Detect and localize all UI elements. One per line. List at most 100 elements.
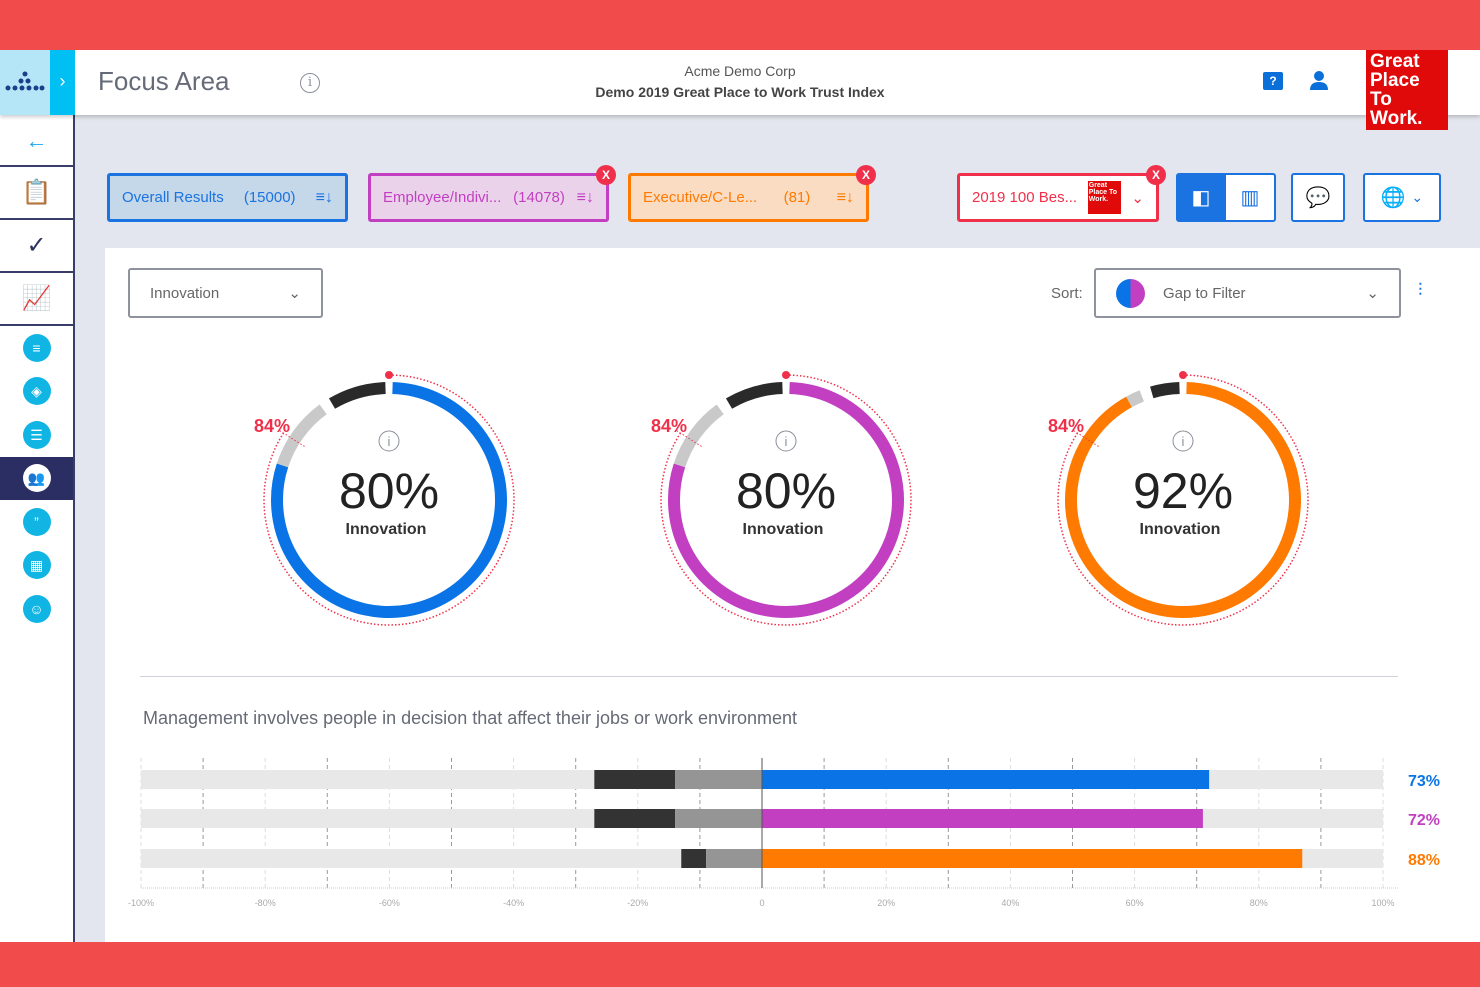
info-icon-glyph: i (785, 434, 788, 449)
sort-icon[interactable]: ≡↓ (315, 188, 333, 206)
sort-direction-icon[interactable]: ⫶ (1418, 280, 1423, 300)
quote-icon: ” (22, 507, 51, 536)
filter-chip-overall[interactable]: Overall Results (15000) ≡↓ (107, 173, 348, 222)
benchmark-select[interactable]: 2019 100 Bes... Great Place To Work. ⌄ X (957, 165, 1166, 222)
layout-grid-button[interactable]: ▥ (1224, 173, 1276, 222)
filter-label: Employee/Indivi... (383, 189, 502, 206)
split-layout-icon: ◧ (1191, 187, 1211, 209)
clipboard-icon: 📋 (21, 179, 52, 206)
sidebar-item-comments[interactable]: ” (0, 500, 73, 544)
remove-filter-button[interactable]: X (856, 165, 876, 185)
info-icon[interactable]: i (300, 73, 320, 93)
filter-chip-executive[interactable]: Executive/C-Le... (81) ≡↓ X (628, 165, 876, 222)
dimension-select[interactable]: Innovation ⌄ (128, 268, 323, 318)
neutral-arc (673, 404, 724, 468)
dimension-value: Innovation (150, 284, 220, 302)
sidebar-item-focus-area[interactable]: 👥 (0, 456, 73, 500)
tick-label: -80% (255, 898, 276, 908)
gptw-logo: Great Place To Work. (1366, 50, 1448, 130)
header: › Focus Area i Acme Demo Corp Demo 2019 … (0, 50, 1480, 115)
info-icon (775, 430, 797, 452)
grid-layout-icon: ▥ (1240, 187, 1260, 209)
filter-label: Overall Results (122, 189, 224, 206)
benchmark-arc (660, 374, 912, 626)
dots-logo-icon (5, 71, 45, 91)
sort-icon[interactable]: ≡↓ (836, 188, 854, 206)
chevron-down-icon: ⌄ (1411, 189, 1424, 205)
back-arrow-icon[interactable]: ← (0, 115, 73, 167)
document-icon: ≡ (22, 333, 51, 362)
score-value: 80% (339, 463, 439, 519)
sidebar-item-trends[interactable]: 📈 (0, 273, 73, 326)
language-button[interactable]: 🌐 ⌄ (1363, 173, 1441, 222)
favorable-bar (762, 849, 1303, 868)
comments-button[interactable]: 💬 (1291, 173, 1345, 222)
tick-label: 40% (1001, 898, 1019, 908)
app-window: › Focus Area i Acme Demo Corp Demo 2019 … (0, 50, 1480, 942)
donut-charts: 84% i 80% Innovation 84% i 80% Innovation 84% i 92… (254, 371, 1309, 626)
sidebar-item-action-planning[interactable]: ✓ (0, 220, 73, 273)
favorable-bar (762, 770, 1210, 789)
benchmark-label: 84% (1048, 416, 1084, 436)
benchmark-label: 2019 100 Bes... (972, 189, 1078, 206)
neutral-bar (706, 849, 762, 868)
tick-label: 80% (1250, 898, 1268, 908)
sidebar-item-summary[interactable]: ≡ (0, 326, 73, 370)
globe-icon: 🌐 (1380, 187, 1406, 209)
unfavorable-arc (1150, 382, 1180, 399)
remove-filter-button[interactable]: X (596, 165, 616, 185)
sort-select[interactable]: Gap to Filter ⌄ (1094, 268, 1401, 318)
person-key-icon: ☺ (22, 594, 51, 623)
user-icon[interactable] (1309, 70, 1329, 92)
score-value: 92% (1133, 463, 1233, 519)
trend-chart-icon: 📈 (21, 285, 52, 312)
info-icon (378, 430, 400, 452)
bar-value-label: 88% (1408, 852, 1440, 869)
sidebar-item-matrix[interactable]: ▦ (0, 544, 73, 588)
benchmark-arc (1057, 374, 1309, 626)
chevron-down-icon: ⌄ (1366, 285, 1379, 302)
benchmark-tick (675, 429, 702, 447)
sidebar-item-checklist[interactable]: ☰ (0, 413, 73, 457)
sort-label: Sort: (1051, 285, 1083, 302)
benchmark-label: 84% (254, 416, 290, 436)
benchmark-marker (782, 371, 790, 379)
remove-benchmark-button[interactable]: X (1146, 165, 1166, 185)
layers-icon: ◈ (22, 377, 51, 406)
chevron-down-icon: ⌄ (288, 285, 301, 302)
score-label: Innovation (1140, 521, 1221, 538)
expand-sidebar-button[interactable]: › (50, 50, 75, 115)
info-icon-glyph: i (1182, 434, 1185, 449)
tick-label: -40% (503, 898, 524, 908)
matrix-icon: ▦ (22, 551, 51, 580)
tick-label: 100% (1371, 898, 1394, 908)
divider (140, 676, 1398, 677)
app-logo[interactable] (0, 50, 50, 115)
people-icon: 👥 (22, 464, 51, 493)
tick-label: 60% (1126, 898, 1144, 908)
neutral-bar (675, 809, 762, 828)
layout-split-button[interactable]: ◧ (1176, 173, 1226, 222)
unfavorable-bar (594, 770, 676, 789)
info-icon (1172, 430, 1194, 452)
bar-value-label: 72% (1408, 812, 1440, 829)
content-panel: Innovation ⌄ Sort: Gap to Filter ⌄ ⫶ 84% i… (105, 248, 1480, 942)
benchmark-marker (385, 371, 393, 379)
info-icon-glyph: i (388, 434, 391, 449)
filter-chip-employee[interactable]: Employee/Indivi... (14078) ≡↓ X (368, 165, 616, 222)
help-icon[interactable]: ? (1263, 72, 1283, 90)
favorable-arc (271, 382, 507, 618)
gap-bar-chart: -100% -80% -60% -40% -20% 0 20% 40% 60% 80% 100% 73… (128, 758, 1440, 908)
benchmark-tick (1072, 429, 1099, 447)
neutral-bar (675, 770, 762, 789)
checklist-icon: ☰ (22, 420, 51, 449)
filter-count: (14078) (513, 189, 565, 206)
neutral-arc (1126, 390, 1145, 408)
sidebar-item-profile[interactable]: ☺ (0, 587, 73, 631)
tick-label: 20% (877, 898, 895, 908)
unfavorable-arc (725, 382, 783, 409)
sidebar-item-report-builder[interactable]: 📋 (0, 167, 73, 220)
sort-icon[interactable]: ≡↓ (576, 188, 594, 206)
company-name: Acme Demo Corp (684, 63, 796, 79)
sidebar-item-layers[interactable]: ◈ (0, 370, 73, 414)
